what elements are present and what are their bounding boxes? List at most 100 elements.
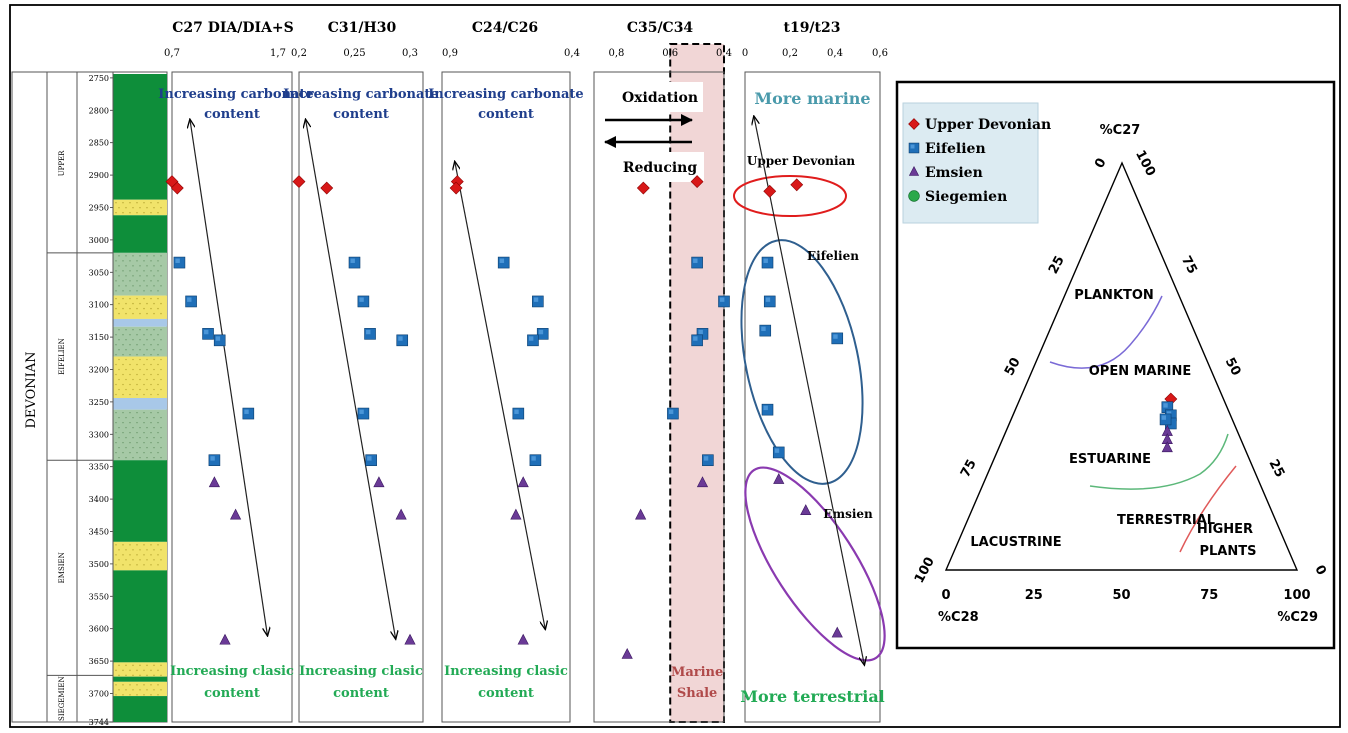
lithology-texture-dot <box>132 275 134 277</box>
panel-top-note-line2: content <box>204 107 260 122</box>
marker-eifelien-highlight <box>531 456 536 461</box>
lithology-texture-dot <box>132 207 134 209</box>
lithology-texture-dot <box>150 260 152 262</box>
ternary-region-label: OPEN MARINE <box>1089 364 1191 379</box>
marker-upper-devonian <box>170 181 184 195</box>
lithology-texture-dot <box>146 358 148 361</box>
lithology-layer <box>113 460 167 542</box>
lithology-texture-dot <box>157 441 159 444</box>
lithology-texture-dot <box>146 559 148 561</box>
lithology-texture-dot <box>160 358 162 361</box>
lithology-texture-dot <box>160 265 162 267</box>
lithology-layer <box>113 681 167 697</box>
ternary-region-label: LACUSTRINE <box>970 535 1061 550</box>
lithology-texture-dot <box>136 202 138 204</box>
ellipse-eifelien <box>740 239 864 485</box>
lithology-texture-dot <box>146 302 148 305</box>
depth-tick-label: 3050 <box>89 268 109 277</box>
marker-eifelien-highlight <box>693 336 698 341</box>
panel-top-note-line2: content <box>333 107 389 122</box>
lithology-texture-dot <box>129 202 131 204</box>
lithology-texture-dot <box>153 285 155 287</box>
ternary-region-label: PLANTS <box>1200 544 1257 559</box>
lithology-texture-dot <box>132 689 134 691</box>
lithology-texture-dot <box>122 421 124 424</box>
lithology-texture-dot <box>129 694 131 696</box>
stage-label: UPPER <box>58 150 66 176</box>
marker-eifelien-highlight <box>668 409 674 414</box>
lithology-texture-dot <box>122 212 124 214</box>
panel-frame <box>298 71 424 723</box>
depth-tick-label: 3450 <box>89 527 109 536</box>
lithology-texture-dot <box>150 373 152 376</box>
lithology-texture-dot <box>160 436 162 439</box>
lithology-layer <box>113 541 167 571</box>
lithology-texture-dot <box>122 290 124 292</box>
lithology-texture-dot <box>146 416 148 419</box>
lithology-texture-dot <box>143 354 145 356</box>
lithology-texture-dot <box>153 329 155 331</box>
lithology-texture-dot <box>118 358 120 361</box>
panel-title: C27 DIA/DIA+S <box>172 20 294 36</box>
panel-bottom-note-line2: content <box>478 686 534 701</box>
lithology-layer <box>113 398 167 410</box>
lithology-texture-dot <box>160 207 162 209</box>
oxidation-label-bg <box>615 82 703 112</box>
lithology-texture-dot <box>125 446 127 449</box>
marker-emsien <box>373 476 385 488</box>
plankton-curve <box>1049 295 1163 369</box>
lithology-texture-dot <box>157 383 159 386</box>
ternary-bottom-tick: 25 <box>1025 588 1043 603</box>
panel-bottom-note: More terrestrial <box>740 687 885 706</box>
lithology-texture-dot <box>115 280 117 282</box>
lithology-texture-dot <box>136 307 138 310</box>
lithology-texture-dot <box>139 312 141 315</box>
lithology-texture-dot <box>125 265 127 267</box>
panel-title: t19/t23 <box>783 20 840 36</box>
lithology-texture-dot <box>146 339 148 341</box>
lithology-texture-dot <box>115 383 117 386</box>
lithology-texture-dot <box>146 426 148 429</box>
marker-eifelien-highlight <box>1161 415 1166 420</box>
lithology-texture-dot <box>160 664 162 667</box>
marker-siegemien <box>908 190 920 202</box>
lithology-layer <box>113 662 167 677</box>
lithology-texture-dot <box>157 544 159 546</box>
ternary-bottom-tick: 100 <box>1283 588 1310 603</box>
marine-shale-label-line1: Marine <box>671 665 723 680</box>
lithology-texture-dot <box>150 354 152 356</box>
lithology-texture-dot <box>139 664 141 667</box>
lithology-layer <box>113 295 167 319</box>
lithology-layer <box>113 318 167 327</box>
depth-tick-label: 3400 <box>89 495 109 504</box>
lithology-texture-dot <box>122 354 124 356</box>
marker-eifelien-highlight <box>215 336 221 341</box>
lithology-texture-dot <box>139 388 141 391</box>
marker-eifelien-highlight <box>693 258 698 263</box>
marker-eifelien-highlight <box>528 336 534 341</box>
lithology-texture-dot <box>150 363 152 366</box>
lithology-texture-dot <box>129 431 131 434</box>
lithology-texture-dot <box>153 358 155 361</box>
lithology-texture-dot <box>136 373 138 376</box>
lithology-layer <box>113 252 167 296</box>
lithology-texture-dot <box>136 554 138 556</box>
lithology-texture-dot <box>136 421 138 424</box>
lithology-texture-dot <box>139 207 141 209</box>
lithology-texture-dot <box>122 307 124 310</box>
lithology-texture-dot <box>153 349 155 351</box>
legend-label: Upper Devonian <box>925 117 1051 133</box>
lithology-texture-dot <box>153 446 155 449</box>
lithology-texture-dot <box>139 349 141 351</box>
marker-eifelien-highlight <box>761 326 766 332</box>
marker-emsien <box>517 633 529 645</box>
lithology-texture-dot <box>118 312 120 315</box>
panel-top-note-line1: Increasing carbonate <box>158 87 313 102</box>
lithology-texture-dot <box>143 441 145 444</box>
lithology-texture-dot <box>122 441 124 444</box>
panel-title: C31/H30 <box>328 20 397 36</box>
lithology-texture-dot <box>143 290 145 292</box>
lithology-texture-dot <box>125 302 127 305</box>
lithology-texture-dot <box>150 307 152 310</box>
lithology-texture-dot <box>143 451 145 454</box>
